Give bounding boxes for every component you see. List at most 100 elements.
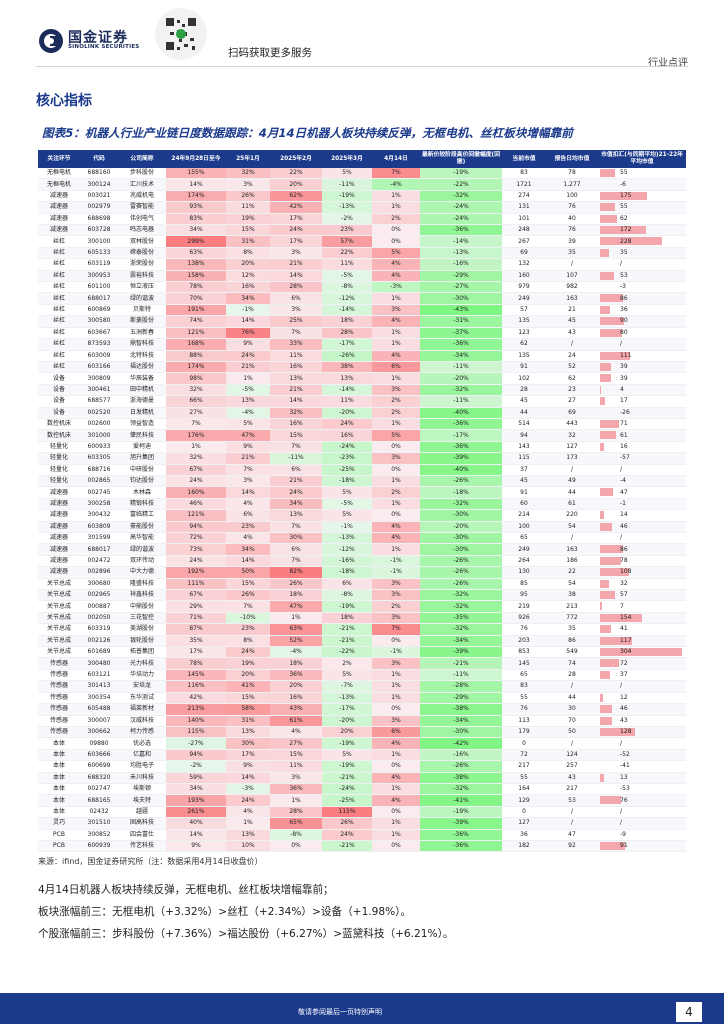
table-cell: 6%	[270, 464, 322, 476]
table-cell: 传感器	[38, 715, 80, 727]
table-cell: 20%	[270, 178, 322, 191]
table-row: 传感器 300007 汉威科技 140% 31% 61% -20% 3% -34% 113 70 43	[38, 715, 686, 727]
table-cell: 32%	[226, 168, 270, 180]
footer-disclaimer: 敬请参阅最后一页特别声明	[298, 1008, 382, 1016]
table-cell: 2%	[372, 407, 420, 419]
table-row: 关节总成 002965 祥鑫科技 67% 26% 18% -8% 3% -32% 95 38 57	[38, 589, 686, 602]
table-cell: 688577	[80, 395, 118, 408]
table-cell: -38%	[420, 772, 502, 784]
table-cell: -4%	[372, 178, 420, 191]
table-cell: 设备	[38, 407, 80, 419]
table-cell: -20%	[322, 407, 372, 419]
table-cell: 002745	[80, 486, 118, 499]
table-cell: 27%	[166, 407, 226, 419]
cell-value: 72	[620, 659, 628, 667]
table-cell: 8%	[226, 247, 270, 260]
table-cell: 震裕科技	[118, 270, 166, 283]
table-cell: 42%	[166, 692, 226, 705]
table-cell: 74%	[166, 315, 226, 328]
table-cell: /	[598, 338, 686, 351]
table-cell: 72%	[166, 532, 226, 545]
table-cell: 002520	[80, 407, 118, 419]
page-footer	[0, 993, 724, 1024]
table-cell: -34%	[420, 715, 502, 727]
table-cell: 93%	[166, 201, 226, 214]
table-cell: 5%	[322, 168, 372, 180]
table-cell: 1%	[372, 201, 420, 214]
cell-value: 16	[620, 442, 628, 450]
market-cap-bar	[600, 841, 625, 850]
table-cell: 4%	[372, 270, 420, 283]
table-cell: 09880	[80, 737, 118, 750]
cell-value: -6	[620, 180, 626, 188]
table-cell: -43%	[420, 304, 502, 317]
table-cell: 14%	[270, 395, 322, 408]
column-header: 4月14日	[372, 150, 420, 168]
table-cell: 绿的谐波	[118, 292, 166, 305]
table-cell: 19%	[226, 657, 270, 670]
table-cell: 21%	[226, 361, 270, 374]
table-row: 传感器 300480 光力科技 78% 19% 18% 2% 3% -21% 145 74 72	[38, 657, 686, 670]
table-row: 丝杠 605133 嵘泰股份 63% 8% 3% 22% 5% -13% 69 35 35	[38, 247, 686, 260]
table-cell: 18%	[322, 612, 372, 625]
table-cell: 74	[546, 657, 598, 670]
market-cap-bar	[600, 305, 610, 314]
table-cell: -20%	[322, 715, 372, 727]
market-cap-bar	[600, 556, 622, 565]
table-cell: 4%	[372, 532, 420, 545]
table-cell: 关节总成	[38, 623, 80, 636]
table-row: 丝杠 603166 福达股份 174% 21% 16% 38% 6% -11% 91 52 39	[38, 361, 686, 374]
table-cell: 46	[598, 521, 686, 534]
table-cell: -39%	[420, 452, 502, 465]
table-cell: 62	[598, 213, 686, 226]
table-cell: -36%	[420, 224, 502, 237]
table-row: 减速器 300258 精锻科技 46% 4% 34% -5% 1% -32% 60 61 -1	[38, 498, 686, 511]
table-cell: 113	[502, 715, 546, 727]
table-cell: 257	[546, 760, 598, 773]
table-cell: 107	[546, 270, 598, 283]
table-cell: 光力科技	[118, 657, 166, 670]
table-cell: 17%	[166, 646, 226, 659]
table-row: 关节总成 601689 拓普集团 17% 24% -4% -22% -1% -39% 853 549…	[38, 646, 686, 659]
table-cell: 11%	[322, 258, 372, 271]
table-cell: 66%	[166, 395, 226, 408]
table-row: 丝杠 603119 浙荣股份 138% 20% 21% 11% 4% -16% 132//	[38, 258, 686, 271]
table-cell: -40%	[420, 464, 502, 476]
table-cell: 2%	[372, 486, 420, 499]
table-cell: 减速器	[38, 190, 80, 203]
table-cell: 65%	[270, 817, 322, 830]
table-cell: -40%	[420, 407, 502, 419]
table-cell: -28%	[420, 680, 502, 693]
table-cell: -30%	[420, 509, 502, 522]
table-cell: 39	[598, 361, 686, 374]
table-cell: 减速器	[38, 521, 80, 534]
table-cell: 9%	[226, 338, 270, 351]
table-cell: -25%	[322, 464, 372, 476]
table-cell: 21%	[270, 475, 322, 488]
table-cell: 16%	[226, 281, 270, 294]
table-cell: -7%	[322, 680, 372, 693]
table-cell: 39	[598, 372, 686, 385]
table-cell: 东华测试	[118, 692, 166, 705]
table-cell: -11%	[420, 395, 502, 408]
table-cell: 24%	[270, 486, 322, 499]
table-cell: /	[546, 532, 598, 545]
table-cell: -29%	[420, 270, 502, 283]
market-cap-bar	[600, 214, 617, 223]
table-cell: -17%	[420, 429, 502, 442]
table-cell: 82%	[270, 566, 322, 579]
table-cell: 24%	[226, 350, 270, 362]
table-cell: -8%	[270, 829, 322, 841]
table-cell: -22%	[420, 178, 502, 191]
table-cell: 111%	[166, 578, 226, 591]
table-cell: 45	[546, 315, 598, 328]
cell-value: -57	[620, 454, 630, 462]
table-cell: 领益智造	[118, 418, 166, 431]
qr-code-icon[interactable]	[146, 6, 216, 62]
table-cell: 173	[546, 452, 598, 465]
table-cell: 2%	[322, 657, 372, 670]
table-row: 灵巧 301510 固高科技 40% 1% 65% 26% 1% -39% 127//	[38, 817, 686, 830]
table-cell: 鼎智科技	[118, 338, 166, 351]
cell-value: 80	[620, 328, 628, 336]
table-cell: 20%	[322, 726, 372, 739]
